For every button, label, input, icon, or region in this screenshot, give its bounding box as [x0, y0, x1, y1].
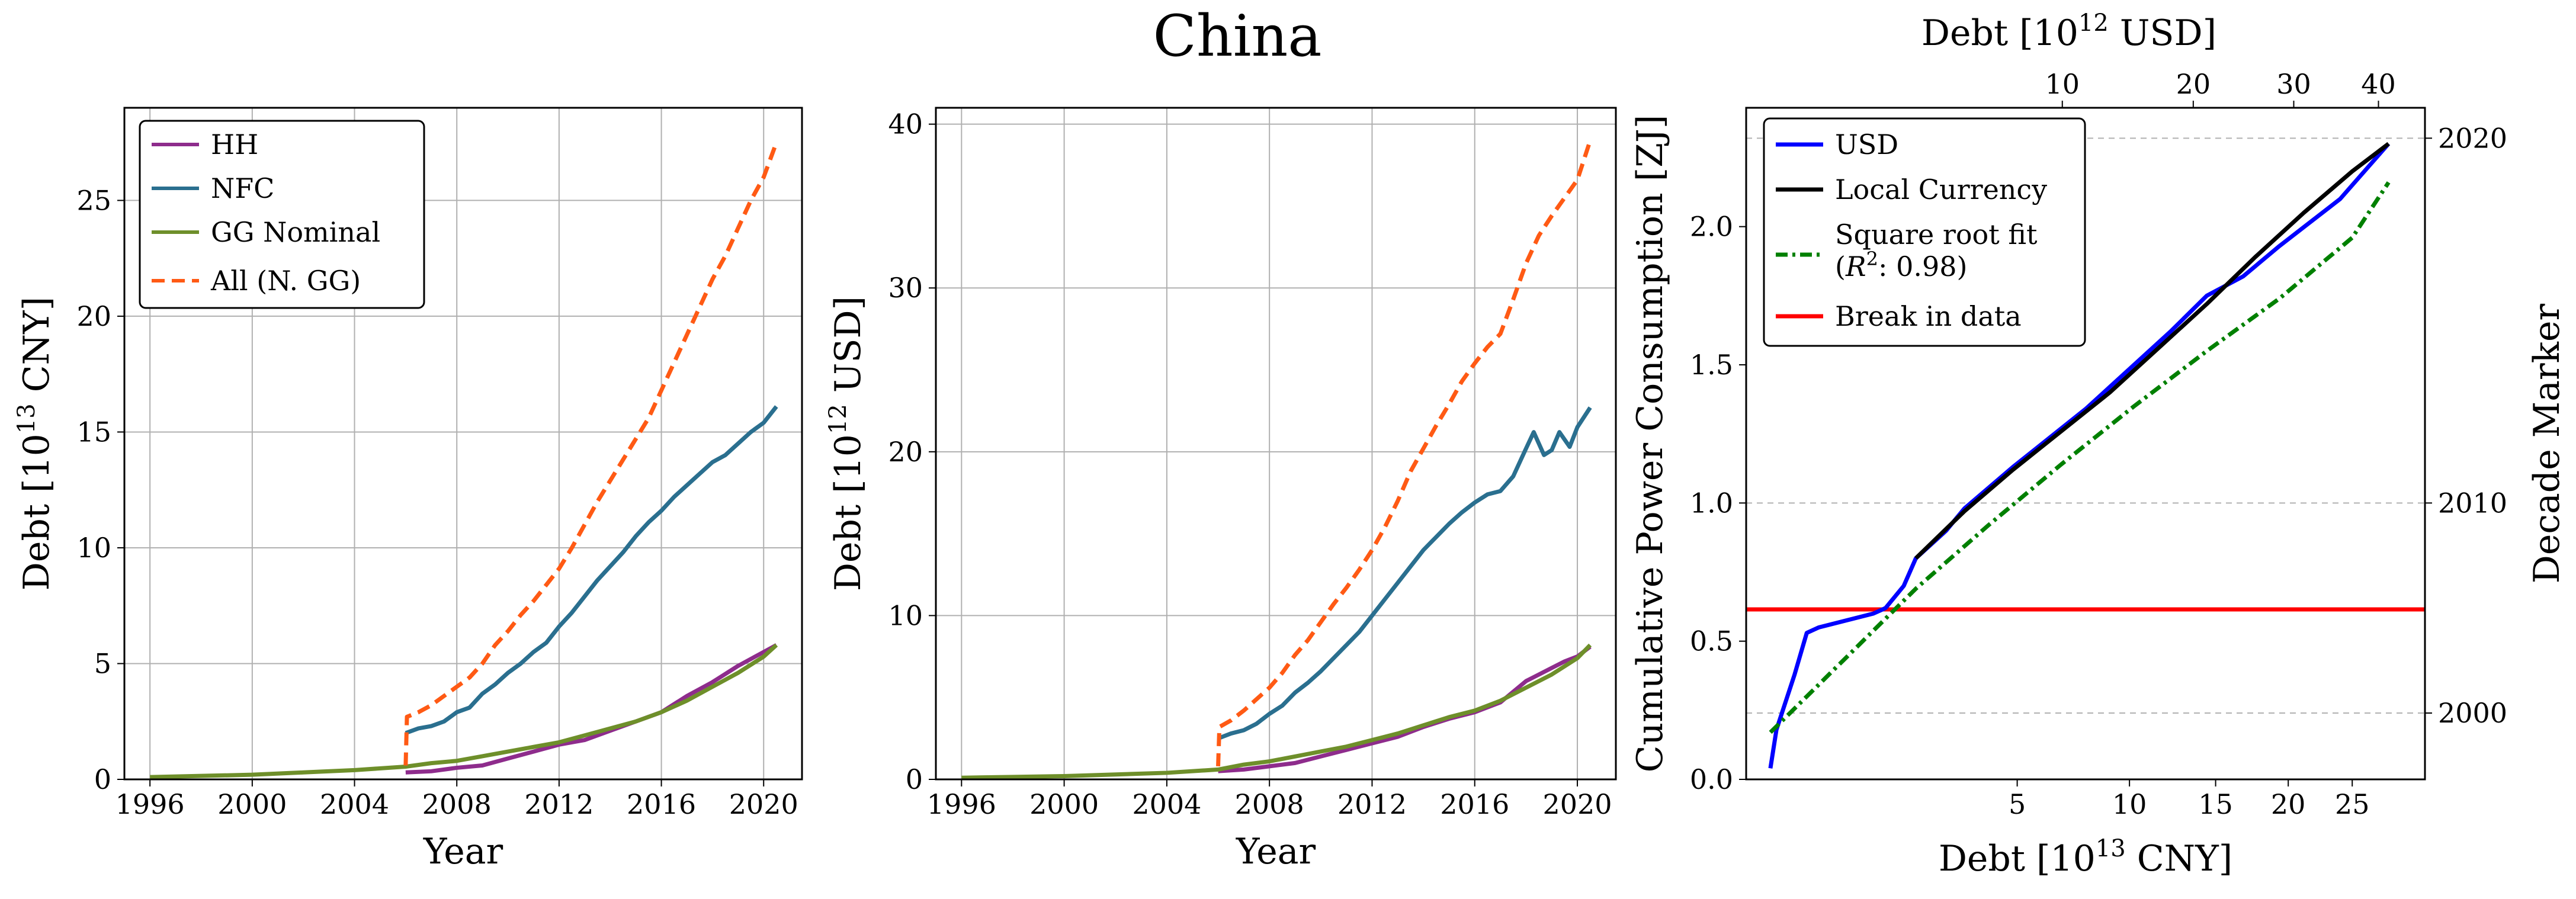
series-all-n-gg	[403, 142, 779, 766]
x-ticks: 1996 2000 2004 2008 2012 2016 2020	[927, 779, 1612, 820]
top-x-ticks: 10 20 30 40	[2045, 68, 2396, 108]
x-tick-label-10: 10	[2112, 788, 2147, 820]
plot-frame	[935, 107, 1617, 781]
y-ticks: 0.0 0.5 1.0 1.5 2.0	[1690, 211, 1746, 795]
top-x-axis-label: Debt [1012 USD]	[1921, 9, 2216, 54]
legend-label-hh: HH	[211, 129, 258, 160]
y-tick-label-25: 25	[76, 184, 111, 216]
panel-middle: 1996 2000 2004 2008 2012 2016 2020 0 10 20 30 40 Y…	[825, 107, 1617, 872]
x-tick-label-25: 25	[2335, 788, 2370, 820]
legend-label-fit: Square root fit	[1835, 219, 2038, 251]
plot-frame	[123, 107, 803, 781]
top-x-tick-label-30: 30	[2276, 68, 2311, 100]
y-axis-label: Cumulative Power Consumption [ZJ]	[1629, 115, 1671, 773]
plot-frame	[1745, 107, 2426, 781]
x-tick-label-2000: 2000	[1029, 788, 1099, 820]
x-tick-label-20: 20	[2271, 788, 2306, 820]
y-tick-label-0.5: 0.5	[1690, 625, 1733, 657]
x-tick-label-2008: 2008	[422, 788, 492, 820]
decade-tick-label-2020: 2020	[2438, 122, 2507, 154]
x-axis-label: Year	[1236, 831, 1316, 872]
legend-label-local: Local Currency	[1835, 174, 2047, 206]
y-tick-label-1.5: 1.5	[1690, 349, 1733, 381]
x-tick-label-2000: 2000	[217, 788, 287, 820]
legend-label-all: All (N. GG)	[210, 265, 361, 297]
decade-ticks: 2000 2010 2020	[2425, 122, 2507, 729]
x-tick-label-2008: 2008	[1235, 788, 1304, 820]
series-group	[961, 140, 1593, 780]
series-gg-nominal	[961, 643, 1592, 780]
y-tick-label-0: 0.0	[1690, 763, 1733, 795]
series-group	[1746, 142, 2425, 769]
legend-box	[139, 120, 425, 309]
grid	[936, 108, 1616, 780]
suptitle: China	[1153, 3, 1321, 69]
series-group	[150, 142, 779, 779]
y-tick-label-10: 10	[76, 532, 111, 564]
y-tick-label-1: 1.0	[1690, 487, 1733, 519]
series-local-currency	[1914, 142, 2390, 560]
x-axis-label: Year	[423, 831, 503, 872]
x-tick-label-2020: 2020	[729, 788, 798, 820]
legend-label-nfc: NFC	[211, 172, 274, 204]
decade-tick-label-2010: 2010	[2438, 487, 2507, 519]
decade-gridlines	[1746, 137, 2425, 714]
y-tick-label-0: 0	[906, 763, 923, 795]
x-tick-label-5: 5	[2009, 788, 2026, 820]
top-x-tick-label-10: 10	[2045, 68, 2080, 100]
x-tick-label-1996: 1996	[116, 788, 185, 820]
y-axis-label: Debt [1013 CNY]	[13, 297, 57, 590]
legend-label-break: Break in data	[1835, 300, 2022, 332]
panel-left: 1996 2000 2004 2008 2012 2016 2020 0510152025 …	[13, 107, 803, 872]
x-tick-label-2016: 2016	[1440, 788, 1509, 820]
top-x-tick-label-20: 20	[2176, 68, 2211, 100]
x-ticks: 1996 2000 2004 2008 2012 2016 2020	[116, 779, 798, 820]
y-tick-label-2: 2.0	[1690, 211, 1733, 243]
x-tick-label-2012: 2012	[524, 788, 594, 820]
decade-tick-label-2000: 2000	[2438, 697, 2507, 729]
y-tick-label-0: 0	[94, 763, 111, 795]
y-axis-label: Debt [1012 USD]	[825, 296, 869, 591]
legend: HH NFC GG Nominal All (N. GG)	[139, 120, 425, 309]
y-tick-label-20: 20	[76, 300, 111, 332]
top-x-tick-label-40: 40	[2361, 68, 2396, 100]
x-ticks: 5 10 15 20 25	[2009, 779, 2370, 820]
y-tick-label-5: 5	[94, 647, 111, 679]
x-tick-label-2004: 2004	[320, 788, 389, 820]
y-tick-label-30: 30	[888, 272, 923, 304]
x-tick-label-2016: 2016	[627, 788, 696, 820]
y-tick-label-40: 40	[888, 108, 923, 140]
x-tick-label-1996: 1996	[927, 788, 996, 820]
x-tick-label-2012: 2012	[1337, 788, 1407, 820]
series-nfc	[1217, 406, 1592, 741]
series-square-root-fit	[1769, 181, 2391, 734]
legend-label-fit-r2: (R2: 0.98)	[1835, 248, 1967, 282]
x-tick-label-15: 15	[2198, 788, 2233, 820]
panel-right: 5 10 15 20 25 0.00.51.01.52.0 10 20 30 40 20002…	[1629, 9, 2568, 879]
y-ticks: 0 5 10 15 20 25	[76, 184, 124, 795]
legend: USD Local Currency Square root fit (R2: …	[1763, 117, 2086, 347]
x-tick-label-2004: 2004	[1132, 788, 1201, 820]
y-tick-label-20: 20	[888, 436, 923, 468]
legend-box	[1763, 117, 2086, 347]
y-tick-label-15: 15	[76, 416, 111, 448]
series-hh	[405, 643, 778, 775]
y-tick-label-10: 10	[888, 599, 923, 631]
y-ticks: 0 10 20 30 40	[888, 108, 936, 795]
legend-label-gg: GG Nominal	[211, 216, 380, 248]
right-y-axis-label: Decade Marker	[2526, 303, 2568, 583]
series-gg-nominal	[150, 643, 778, 779]
series-all-n-gg	[1216, 140, 1593, 766]
x-axis-label: Debt [1013 CNY]	[1939, 835, 2232, 879]
x-tick-label-2020: 2020	[1542, 788, 1612, 820]
legend-label-usd: USD	[1835, 129, 1898, 160]
series-nfc	[405, 405, 778, 736]
